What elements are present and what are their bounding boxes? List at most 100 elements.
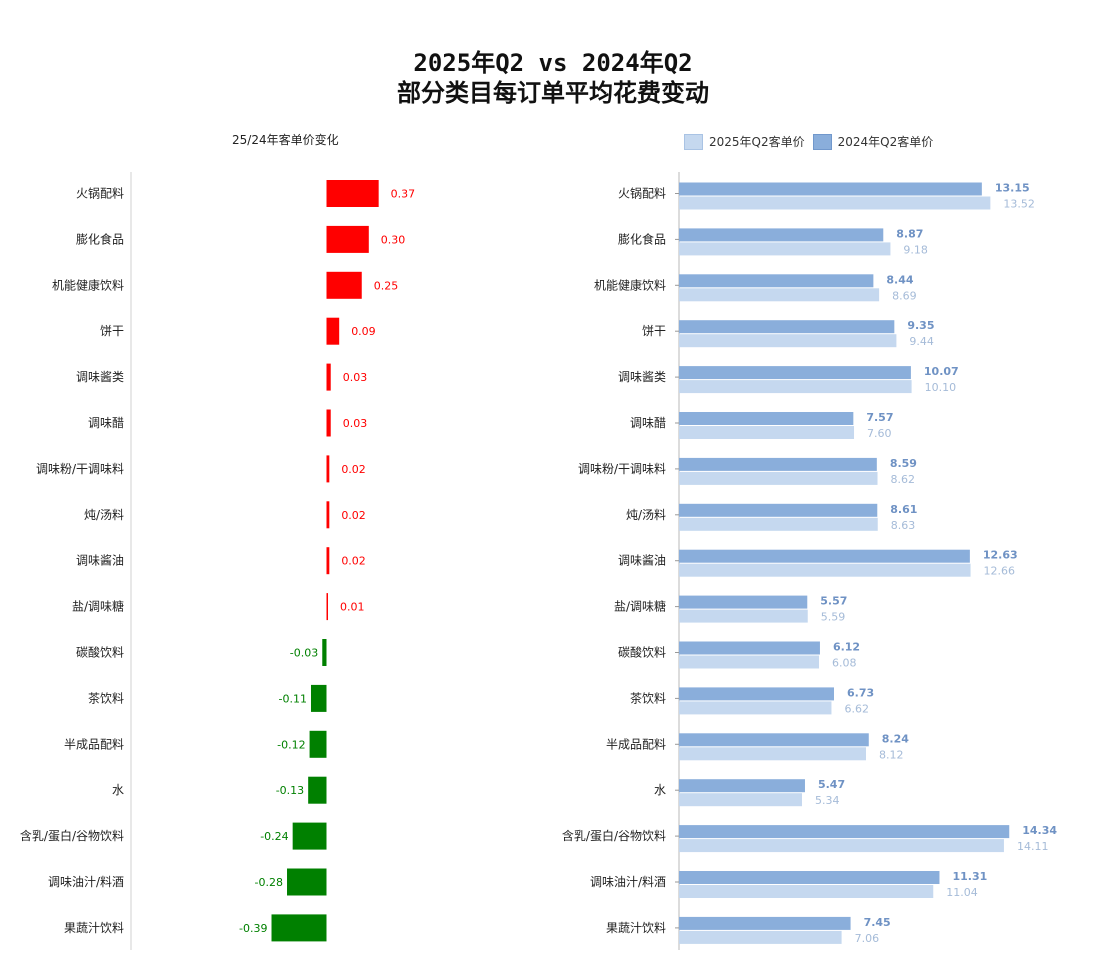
change-data-label: 0.02 [341, 509, 366, 522]
label-2025: 9.44 [909, 335, 934, 348]
bar-2024 [679, 641, 820, 655]
label-2025: 8.62 [891, 473, 916, 486]
right-category-label: 炖/汤料 [626, 508, 666, 522]
label-2024: 7.45 [864, 916, 891, 929]
bar-2025 [679, 793, 802, 807]
left-category-label: 含乳/蛋白/谷物饮料 [20, 828, 124, 843]
change-bar [326, 409, 331, 437]
change-data-label: 0.03 [343, 417, 368, 430]
label-2024: 11.31 [952, 870, 987, 883]
right-category-label: 机能健康饮料 [594, 277, 666, 292]
change-data-label: -0.12 [277, 738, 305, 751]
left-chart-title: 25/24年客单价变化 [232, 133, 339, 147]
left-category-label: 盐/调味糖 [72, 599, 124, 614]
change-data-label: -0.11 [279, 692, 307, 705]
right-category-label: 膨化食品 [618, 231, 666, 246]
right-category-label: 调味粉/干调味料 [578, 462, 666, 476]
change-bar [326, 180, 379, 207]
label-2025: 10.10 [925, 381, 957, 394]
label-2025: 6.08 [832, 657, 857, 670]
right-category-label: 碳酸饮料 [618, 645, 666, 660]
left-category-label: 炖/汤料 [84, 508, 124, 522]
change-data-label: 0.03 [343, 371, 368, 384]
right-category-label: 调味油汁/料酒 [590, 875, 666, 889]
label-2024: 10.07 [924, 365, 959, 378]
bar-2025 [679, 288, 880, 302]
bar-2025 [679, 242, 891, 256]
change-data-label: 0.09 [351, 325, 376, 338]
bar-2025 [679, 380, 912, 394]
bar-2024 [679, 503, 878, 517]
bar-2024 [679, 274, 874, 288]
right-category-label: 半成品配料 [606, 737, 666, 751]
bar-2025 [679, 655, 820, 669]
left-category-label: 果蔬汁饮料 [64, 921, 124, 935]
bar-2024 [679, 366, 911, 380]
bar-2024 [679, 457, 877, 471]
change-data-label: 0.02 [341, 463, 366, 476]
bar-2024 [679, 182, 982, 196]
bar-2024 [679, 733, 869, 747]
change-data-label: -0.13 [276, 784, 304, 797]
label-2024: 13.15 [995, 182, 1030, 195]
label-2024: 6.73 [847, 686, 874, 699]
right-category-label: 水 [654, 783, 666, 797]
bar-2025 [679, 426, 855, 439]
right-category-label: 调味醋 [630, 415, 666, 430]
left-category-label: 调味粉/干调味料 [36, 462, 124, 476]
label-2025: 12.66 [984, 565, 1016, 578]
chart-title-line2: 部分类目每订单平均花费变动 [397, 79, 709, 107]
label-2024: 8.59 [890, 457, 917, 470]
left-category-label: 水 [112, 783, 124, 797]
label-2025: 5.59 [821, 611, 846, 624]
label-2024: 8.44 [886, 273, 913, 286]
bar-2025 [679, 747, 867, 761]
label-2024: 5.57 [820, 595, 847, 608]
change-data-label: 0.02 [341, 555, 366, 568]
right-category-label: 火锅配料 [618, 186, 666, 201]
legend-swatch-2024 [812, 133, 832, 150]
change-bar [310, 684, 327, 712]
change-bar [292, 822, 327, 850]
label-2025: 6.62 [844, 702, 869, 715]
change-data-label: 0.30 [381, 233, 406, 246]
legend-label-2025: 2025年Q2客单价 [709, 135, 805, 149]
change-data-label: 0.37 [391, 188, 416, 201]
bar-2025 [679, 196, 991, 210]
left-category-label: 膨化食品 [76, 231, 124, 246]
chart-title-line1: 2025年Q2 vs 2024年Q2 [413, 49, 693, 77]
bar-2025 [679, 609, 808, 623]
bar-2024 [679, 595, 808, 609]
label-2024: 14.34 [1022, 824, 1057, 837]
label-2025: 8.63 [891, 519, 916, 532]
label-2024: 5.47 [818, 778, 845, 791]
bar-2024 [679, 412, 854, 425]
bar-2024 [679, 320, 895, 334]
change-data-label: 0.25 [374, 279, 399, 292]
chart-title: 2025年Q2 vs 2024年Q2 部分类目每订单平均花费变动 [0, 48, 1106, 108]
change-data-label: -0.24 [260, 830, 288, 843]
bar-2024 [679, 228, 884, 242]
label-2025: 5.34 [815, 794, 840, 807]
change-bar [326, 501, 330, 529]
bar-2025 [679, 334, 897, 348]
bar-2024 [679, 549, 970, 563]
bar-2024 [679, 916, 851, 930]
legend-swatch-2025 [684, 133, 703, 150]
left-category-label: 调味醋 [88, 415, 124, 430]
right-category-label: 饼干 [642, 324, 666, 338]
change-bar [322, 639, 327, 666]
legend-item-2024: 2024年Q2客单价 [812, 133, 934, 150]
change-data-label: -0.03 [290, 647, 318, 660]
right-category-label: 调味酱类 [618, 369, 666, 384]
bar-2024 [679, 779, 805, 793]
bar-2024 [679, 825, 1010, 839]
left-category-label: 火锅配料 [76, 186, 124, 201]
left-category-label: 调味酱类 [76, 369, 124, 384]
legend-label-2024: 2024年Q2客单价 [837, 135, 934, 149]
label-2024: 12.63 [983, 549, 1018, 562]
right-category-label: 茶饮料 [630, 690, 666, 705]
change-bar [326, 317, 340, 345]
change-bar [326, 225, 369, 253]
label-2025: 13.52 [1003, 198, 1035, 211]
